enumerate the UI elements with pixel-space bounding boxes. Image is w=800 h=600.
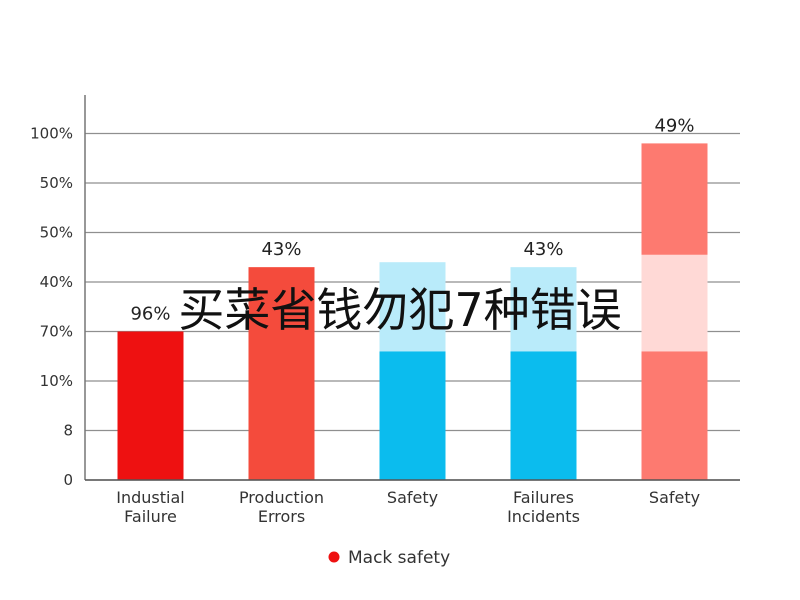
y-tick-label: 8 (63, 422, 73, 440)
y-tick-label: 70% (40, 323, 73, 341)
y-tick-labels: 0 8 10% 70% 40% 50% 50% 100% (30, 125, 73, 490)
y-tick-label: 40% (40, 273, 73, 291)
data-label: 43% (523, 239, 563, 260)
x-category-labels: Industial Failure Production Errors Safety Fa… (116, 488, 700, 526)
x-category-label: Failures Incidents (507, 488, 580, 526)
y-tick-label: 100% (30, 125, 73, 143)
x-category-label: Production Errors (239, 488, 324, 526)
bar-segment (641, 254, 708, 352)
bar-segment (379, 262, 446, 352)
overlay-title-text: 买菜省钱勿犯7种错误 (178, 283, 621, 337)
x-category-label: Industial Failure (116, 488, 184, 526)
bar-segment (248, 267, 315, 480)
bar-segment (641, 143, 708, 255)
bar-segment (510, 351, 577, 480)
x-category-label: Safety (387, 488, 438, 507)
y-tick-label: 0 (63, 471, 73, 489)
bar-segment (117, 331, 184, 480)
y-tick-label: 10% (40, 372, 73, 390)
bars (117, 143, 708, 480)
data-label: 96% (130, 304, 170, 325)
x-category-label: Safety (649, 488, 700, 507)
bar-segment (379, 351, 446, 480)
y-tick-label: 50% (40, 174, 73, 192)
data-label: 43% (261, 239, 301, 260)
legend-marker (328, 551, 340, 563)
y-tick-label: 50% (40, 224, 73, 242)
legend: Mack safety (328, 548, 450, 568)
legend-label: Mack safety (348, 548, 450, 568)
data-label: 49% (654, 115, 694, 136)
bar-segment (510, 267, 577, 352)
data-labels: 96% 43% 43% 49% (130, 115, 694, 324)
bar-segment (641, 351, 708, 480)
axes (84, 95, 740, 481)
